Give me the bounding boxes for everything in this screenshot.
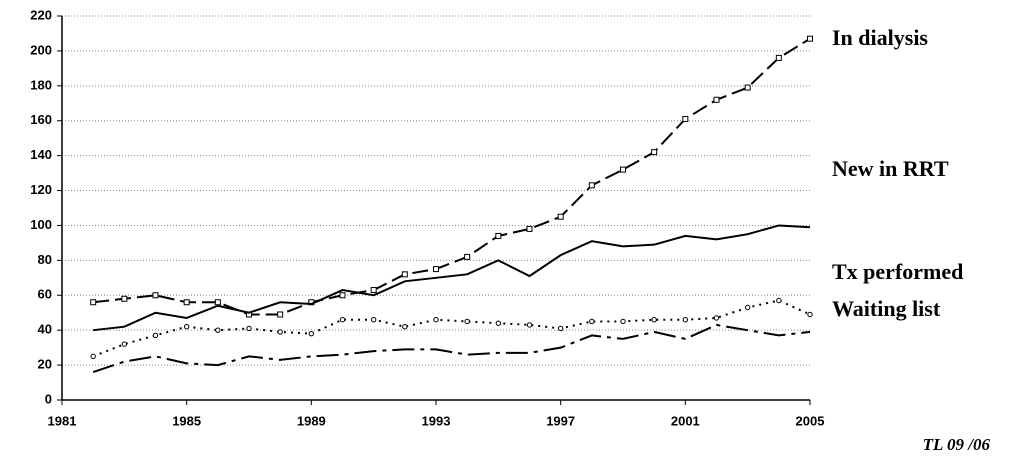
- series-line: [92, 299, 811, 358]
- marker: [339, 317, 346, 323]
- marker: [713, 96, 720, 103]
- marker: [588, 182, 595, 189]
- marker: [370, 287, 377, 294]
- series-line: [92, 323, 811, 374]
- x-tick-label: 2001: [671, 413, 700, 428]
- marker: [246, 325, 252, 332]
- marker: [183, 323, 190, 330]
- series-line: [93, 37, 811, 316]
- x-tick-label: 2005: [796, 413, 825, 428]
- marker: [433, 317, 439, 323]
- marker: [90, 299, 97, 306]
- marker: [183, 299, 190, 306]
- marker: [807, 311, 813, 318]
- marker: [215, 327, 221, 333]
- y-tick-label: 80: [38, 252, 52, 267]
- marker: [744, 84, 751, 91]
- marker: [90, 353, 96, 360]
- marker: [557, 213, 564, 220]
- marker: [401, 271, 408, 278]
- marker: [557, 325, 564, 332]
- y-tick-label: 60: [38, 287, 52, 302]
- marker: [589, 318, 595, 325]
- marker: [775, 54, 782, 61]
- x-tick-label: 1989: [297, 413, 326, 428]
- marker: [620, 318, 626, 325]
- marker: [121, 295, 128, 302]
- marker: [214, 299, 221, 306]
- marker: [121, 341, 128, 347]
- marker: [277, 311, 284, 318]
- marker: [433, 266, 439, 273]
- marker: [495, 320, 502, 326]
- marker: [526, 322, 533, 328]
- x-tick-label: 1997: [546, 413, 575, 428]
- x-tick-label: 1981: [48, 413, 77, 428]
- y-tick-label: 100: [30, 217, 52, 232]
- marker: [776, 297, 782, 304]
- marker: [651, 317, 657, 323]
- x-tick-label: 1993: [422, 413, 451, 428]
- marker: [682, 317, 689, 323]
- marker: [464, 253, 471, 260]
- series-line: [93, 224, 811, 332]
- marker: [370, 317, 377, 323]
- marker: [308, 330, 315, 337]
- marker: [464, 318, 470, 325]
- marker: [682, 115, 689, 122]
- y-tick-label: 180: [30, 77, 52, 92]
- y-tick-label: 40: [38, 322, 52, 337]
- y-tick-label: 200: [30, 42, 52, 57]
- series-label: In dialysis: [832, 25, 928, 50]
- y-tick-label: 20: [38, 357, 52, 372]
- y-tick-label: 160: [30, 112, 52, 127]
- marker: [339, 292, 346, 299]
- marker: [495, 232, 502, 239]
- marker: [807, 35, 813, 42]
- marker: [620, 166, 626, 173]
- series-label: Waiting list: [832, 296, 941, 321]
- y-tick-label: 220: [30, 7, 52, 22]
- y-tick-label: 120: [30, 182, 52, 197]
- marker: [651, 149, 658, 156]
- y-tick-label: 140: [30, 147, 52, 162]
- series-label: Tx performed: [832, 259, 963, 284]
- series-label: New in RRT: [832, 156, 949, 181]
- marker: [152, 332, 159, 339]
- marker: [744, 304, 751, 311]
- marker: [277, 329, 283, 335]
- x-tick-label: 1985: [172, 413, 201, 428]
- marker: [152, 292, 159, 299]
- marker: [526, 225, 533, 232]
- marker: [713, 315, 720, 321]
- marker: [402, 323, 408, 330]
- y-tick-label: 0: [45, 391, 52, 406]
- annotation: TL 09 /06: [923, 435, 991, 454]
